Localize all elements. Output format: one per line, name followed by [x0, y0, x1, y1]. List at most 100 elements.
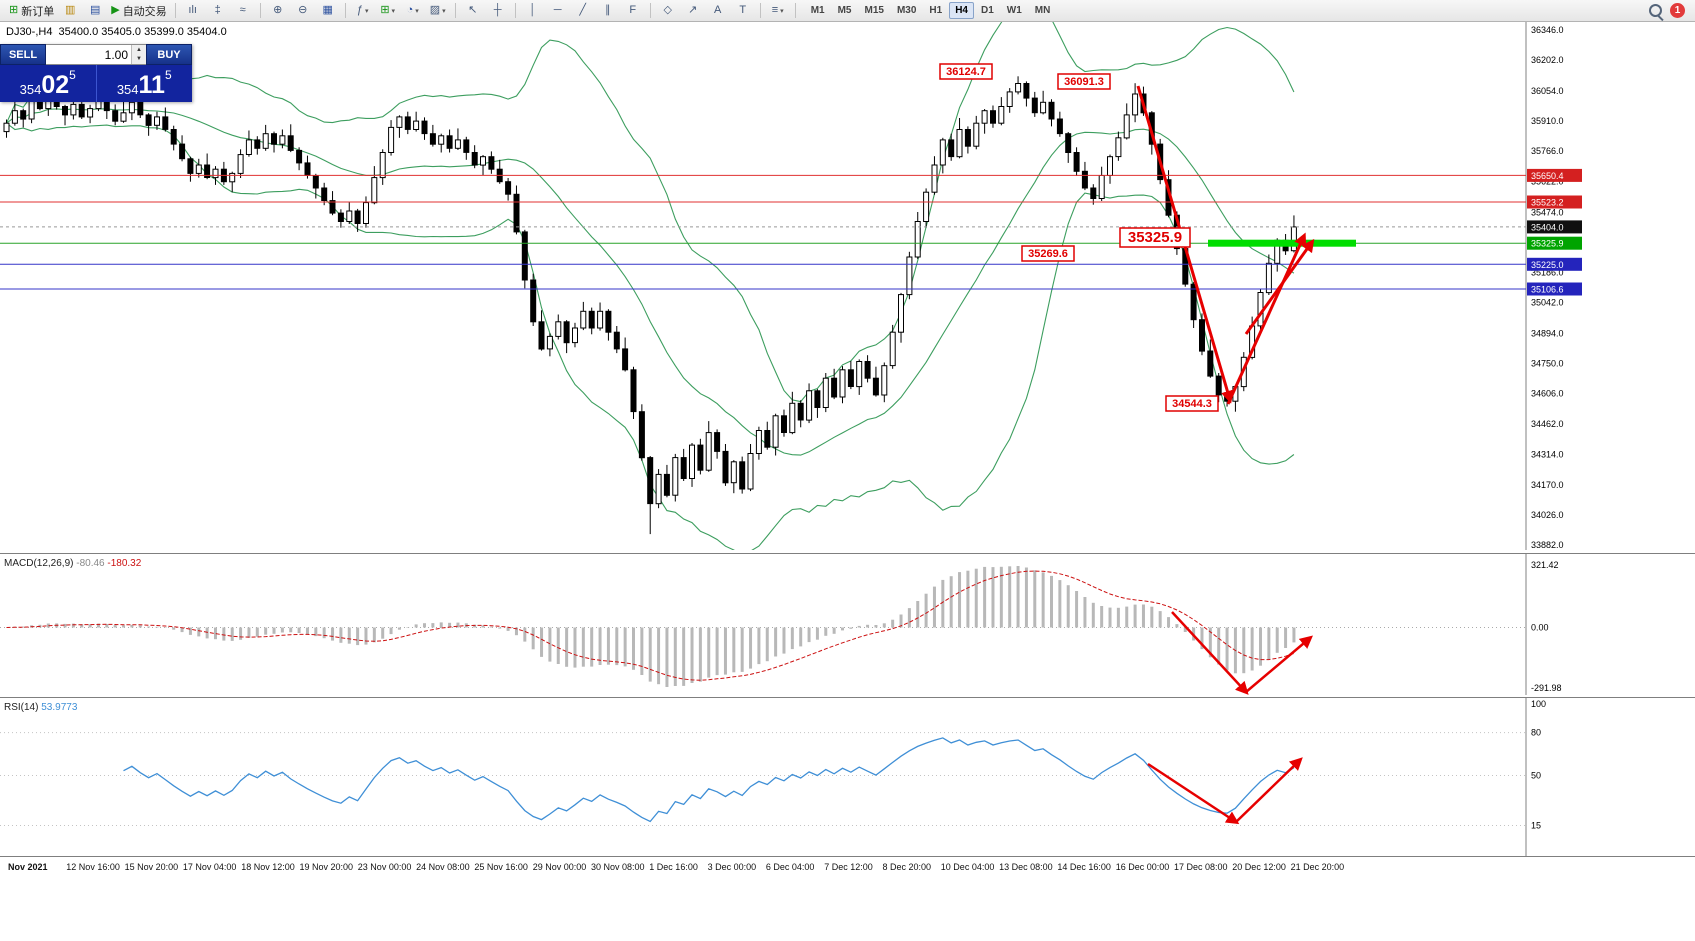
add-indicator-button[interactable]: ⊞ ▾	[376, 1, 400, 21]
trend-arrow[interactable]	[1235, 757, 1303, 823]
volume-increase-button[interactable]: ▲	[132, 45, 146, 55]
svg-text:35269.6: 35269.6	[1028, 248, 1068, 260]
market-depth-button[interactable]: ▤	[83, 1, 107, 21]
candle	[722, 450, 729, 484]
caret-icon: ▾	[415, 7, 419, 15]
sell-price[interactable]: 354 02 5	[0, 65, 97, 102]
objects-list-button[interactable]: ≡ ▾	[766, 1, 790, 21]
candle	[371, 177, 378, 204]
timeframe-h1-button[interactable]: H1	[929, 5, 943, 16]
trendline-button[interactable]: ╱	[571, 1, 595, 21]
volume-decrease-button[interactable]: ▼	[132, 54, 146, 64]
trend-arrow[interactable]	[1244, 238, 1315, 335]
svg-text:34170.0: 34170.0	[1531, 480, 1564, 490]
timeframe-m5-button[interactable]: M5	[837, 5, 852, 16]
buy-price-prefix: 354	[116, 82, 139, 97]
volume-field: ▲ ▼	[46, 44, 146, 65]
timeframe-m1-button[interactable]: M1	[810, 5, 825, 16]
candle	[78, 103, 85, 118]
auto-trading-button[interactable]: ▶ 自动交易	[108, 1, 169, 21]
notification-badge[interactable]: 1	[1670, 3, 1685, 18]
buy-button[interactable]: BUY	[146, 44, 192, 65]
candle	[62, 106, 68, 116]
svg-text:34750.0: 34750.0	[1531, 359, 1564, 369]
zoom-out-button[interactable]: ⊖	[291, 1, 315, 21]
indicators-button[interactable]: ƒ ▾	[351, 1, 375, 21]
toolbar-separator	[344, 3, 346, 18]
text-label-button[interactable]: T	[731, 1, 755, 21]
svg-text:15: 15	[1531, 821, 1541, 831]
periods-button[interactable]: ◔ ▾	[401, 1, 425, 21]
candle	[647, 457, 654, 505]
time-label: 17 Dec 08:00	[1174, 862, 1228, 872]
volume-input[interactable]	[46, 45, 131, 64]
add-indicator-icon: ⊞	[380, 4, 390, 16]
trend-arrow[interactable]	[1226, 232, 1307, 405]
candle	[1006, 91, 1013, 108]
candle	[505, 181, 512, 195]
fibonacci-button[interactable]: F	[621, 1, 645, 21]
shapes-button[interactable]: ◇	[656, 1, 680, 21]
price-callout[interactable]	[1165, 395, 1219, 412]
time-label: 18 Nov 12:00	[241, 862, 295, 872]
buy-price-pips: 11	[138, 70, 165, 99]
trendline-icon: ╱	[579, 4, 586, 16]
clock-icon: ◔	[406, 4, 414, 16]
template-button[interactable]: ▨ ▾	[426, 1, 450, 21]
candlestick-type-button[interactable]: ‡	[206, 1, 230, 21]
candle	[463, 139, 470, 153]
candle	[429, 133, 436, 145]
auto-trading-label: 自动交易	[122, 5, 167, 18]
main-price-chart[interactable]: 36346.036202.036054.035910.035766.035622…	[0, 22, 1695, 550]
svg-text:321.42: 321.42	[1531, 560, 1559, 570]
macd-indicator-panel[interactable]: 321.42 0.00 -291.98 MACD(12,26,9) -80.46 -1…	[0, 553, 1695, 695]
line-chart-type-button[interactable]: ≈	[231, 1, 255, 21]
price-callout[interactable]	[1119, 227, 1191, 248]
trend-arrow[interactable]	[1245, 635, 1313, 693]
timeframe-mn-button[interactable]: MN	[1034, 5, 1051, 16]
buy-price[interactable]: 354 11 5	[97, 65, 193, 102]
price-tag	[1527, 220, 1582, 234]
candle	[1215, 375, 1222, 396]
bar-chart-type-button[interactable]: ılı	[181, 1, 205, 21]
time-label: 15 Nov 20:00	[124, 862, 179, 872]
timeframe-w1-button[interactable]: W1	[1006, 5, 1022, 16]
trend-arrow[interactable]	[1147, 762, 1240, 825]
zoom-in-button[interactable]: ⊕	[266, 1, 290, 21]
timeframe-h4-button[interactable]: H4	[949, 2, 974, 19]
tick-chart-button[interactable]: ▥	[58, 1, 82, 21]
timeframe-m15-button[interactable]: M15	[864, 5, 884, 16]
candle	[513, 193, 520, 233]
price-callout[interactable]	[1021, 245, 1075, 262]
sell-button[interactable]: SELL	[0, 44, 46, 65]
svg-text:35225.0: 35225.0	[1531, 260, 1564, 270]
candle	[797, 402, 804, 421]
text-tool-button[interactable]: A	[706, 1, 730, 21]
vertical-line-button[interactable]: │	[521, 1, 545, 21]
timeframe-d1-button[interactable]: D1	[981, 5, 994, 16]
tile-windows-button[interactable]: ▦	[316, 1, 340, 21]
crosshair-button[interactable]: ┼	[486, 1, 510, 21]
price-callout[interactable]	[939, 63, 993, 80]
candle	[87, 108, 94, 118]
rsi-indicator-panel[interactable]: 100 80 50 15 RSI(14) 53.9773	[0, 697, 1695, 857]
candle	[363, 202, 369, 225]
price-callout[interactable]	[1057, 73, 1111, 90]
time-label: 25 Nov 16:00	[474, 862, 528, 872]
timeframe-m30-button[interactable]: M30	[896, 5, 917, 16]
new-order-button[interactable]: ⊞ 新订单	[6, 1, 57, 21]
search-icon[interactable]	[1649, 4, 1662, 17]
auto-trading-play-icon: ▶	[111, 4, 120, 16]
channel-button[interactable]: ∥	[596, 1, 620, 21]
candle	[137, 101, 144, 116]
rsi-label: RSI(14) 53.9773	[4, 702, 78, 713]
arrows-tool-button[interactable]: ↗	[681, 1, 705, 21]
candle	[404, 116, 411, 130]
trend-arrow[interactable]	[1171, 611, 1249, 695]
candle	[546, 335, 553, 350]
cursor-button[interactable]: ↖	[461, 1, 485, 21]
support-zone-line[interactable]	[1208, 239, 1356, 247]
horizontal-line-button[interactable]: ─	[546, 1, 570, 21]
candle	[789, 402, 796, 434]
time-label: 13 Dec 08:00	[999, 862, 1053, 872]
